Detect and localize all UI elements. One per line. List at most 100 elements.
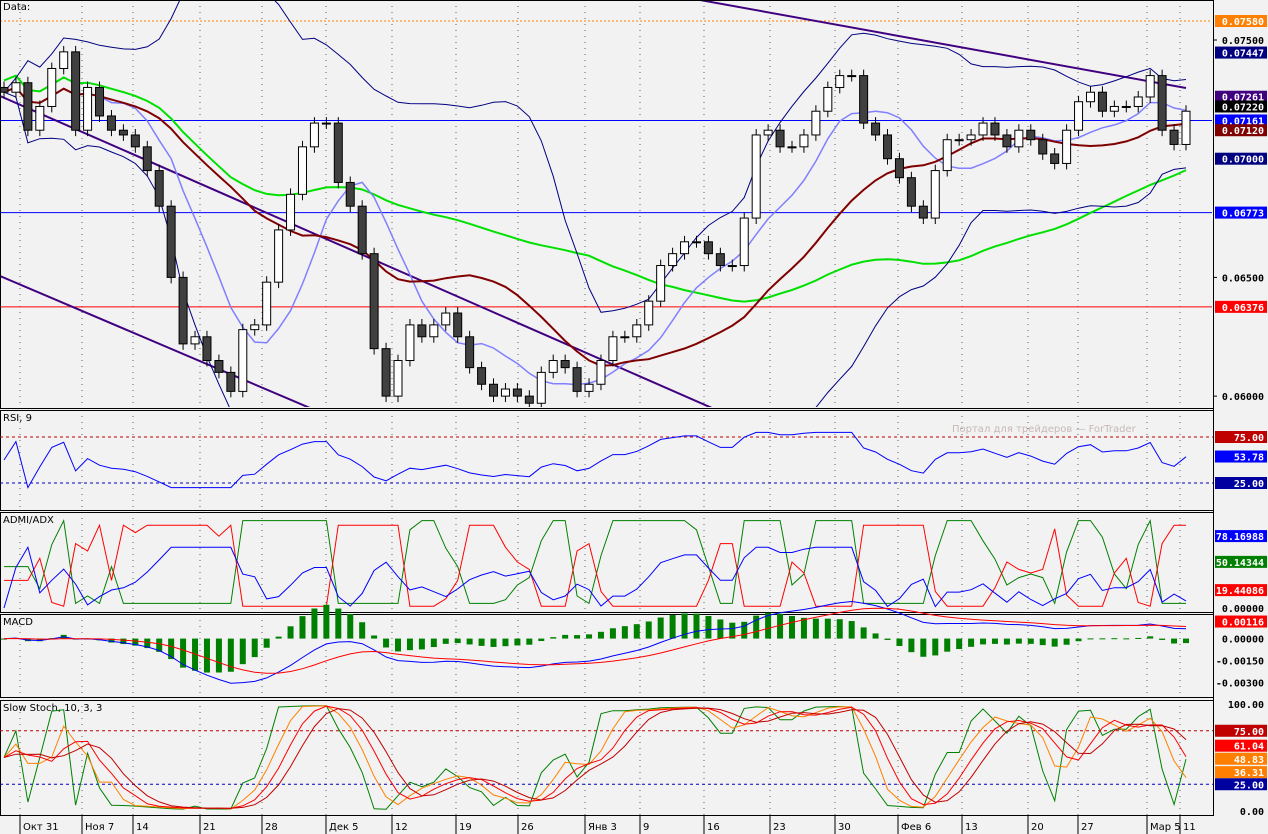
- candle-body: [1133, 96, 1143, 107]
- candle-body: [1074, 101, 1084, 131]
- candle-body: [775, 129, 785, 148]
- candle-body: [1169, 129, 1179, 145]
- stoch-value-badge: [1215, 778, 1267, 791]
- dmi-value-label: 78.16988: [1216, 532, 1264, 543]
- macd-histogram-bar: [789, 615, 795, 639]
- macd-histogram-bar: [180, 638, 187, 668]
- trend-line: [1, 95, 713, 407]
- macd-histogram-bar: [144, 638, 151, 649]
- candle-body: [477, 367, 487, 385]
- sma-20-line: [3, 86, 1187, 367]
- x-tick-label: 27: [1081, 822, 1094, 833]
- rsi-value-label: 25.00: [1234, 479, 1264, 490]
- candle-body: [644, 300, 654, 326]
- macd-histogram-bar: [836, 619, 843, 639]
- macd-value-label: 0.00000: [1222, 635, 1264, 646]
- candle-body: [262, 281, 272, 326]
- price-level-badge: [1215, 124, 1267, 137]
- x-tick-label: 28: [265, 822, 278, 833]
- price-level-label: 0.07220: [1222, 102, 1264, 113]
- macd-histogram-bar: [311, 608, 318, 639]
- macd-histogram-bar: [908, 638, 915, 653]
- x-tick-label: Ноя 7: [85, 822, 114, 833]
- candle-body: [548, 360, 558, 373]
- x-tick-label: 12: [395, 822, 408, 833]
- macd-histogram-bar: [108, 638, 115, 643]
- macd-histogram-bar: [1, 638, 7, 640]
- candle-body: [1002, 134, 1012, 148]
- candle-body: [990, 122, 1000, 136]
- macd-histogram-bar: [1183, 638, 1189, 644]
- macd-histogram-bar: [1147, 636, 1154, 639]
- x-tick-label: 16: [707, 822, 720, 833]
- macd-histogram-bar: [729, 622, 736, 639]
- panel-main: [0, 0, 1214, 409]
- macd-histogram-bar: [944, 638, 951, 652]
- stoch-value-badge: [1215, 739, 1267, 752]
- macd-histogram-bar: [693, 613, 700, 639]
- stoch-title: Slow Stoch, 10, 3, 3: [3, 703, 102, 714]
- price-level-badge: [1215, 300, 1267, 313]
- macd-histogram-bar: [777, 613, 784, 639]
- candle-body: [727, 265, 737, 268]
- candle-body: [978, 122, 988, 136]
- instrument-label: Data:: [3, 2, 30, 13]
- x-tick-label: 13: [965, 822, 978, 833]
- macd-histogram-bar: [335, 608, 342, 639]
- trend-line: [699, 1, 1187, 89]
- candle-body: [512, 388, 522, 397]
- price-level-badge: [1215, 46, 1267, 59]
- macd-histogram-bar: [156, 638, 163, 652]
- signal-line: [3, 607, 1187, 674]
- macd-histogram-bar: [36, 638, 43, 642]
- x-tick-label: 19: [459, 822, 472, 833]
- macd-histogram-bar: [812, 618, 819, 639]
- candle-body: [739, 217, 749, 267]
- stoch-value-label: 100.00: [1228, 700, 1264, 711]
- macd-histogram-bar: [860, 627, 867, 639]
- price-level-badge: [1215, 206, 1267, 219]
- candle-body: [178, 276, 188, 345]
- candle-body: [1145, 75, 1155, 98]
- macd-histogram-bar: [514, 638, 521, 646]
- macd-histogram-bar: [227, 638, 234, 672]
- candle-body: [130, 134, 140, 148]
- x-tick-label: Дек 5: [329, 822, 359, 833]
- price-level-label: 0.06376: [1222, 303, 1264, 314]
- macd-histogram-bar: [968, 638, 975, 647]
- candle-body: [620, 336, 630, 339]
- price-level-badge: [1215, 152, 1267, 165]
- candle-body: [596, 360, 606, 385]
- macd-title: MACD: [3, 617, 33, 628]
- macd-histogram-bar: [657, 617, 664, 639]
- candle-body: [668, 253, 678, 267]
- macd-value-label: 0.00116: [1222, 618, 1264, 629]
- price-level-badge: [1215, 14, 1267, 27]
- macd-histogram-bar: [299, 616, 306, 639]
- candle-body: [190, 336, 200, 345]
- candle-body: [835, 75, 845, 88]
- x-tick-label: 26: [521, 822, 534, 833]
- candle-body: [1181, 110, 1191, 145]
- macd-histogram-bar: [239, 638, 246, 665]
- stoch-value-label: 61.04: [1234, 742, 1264, 753]
- candle-body: [751, 134, 761, 219]
- candle-body: [118, 129, 128, 136]
- x-tick-label: Янв 3: [588, 822, 617, 833]
- candle-body: [309, 122, 319, 148]
- macd-histogram-bar: [132, 638, 139, 646]
- macd-histogram-bar: [872, 633, 879, 639]
- macd-histogram-bar: [765, 612, 772, 639]
- macd-histogram-bar: [609, 628, 616, 639]
- candle-body: [381, 348, 391, 397]
- macd-histogram-bar: [1135, 637, 1142, 639]
- candle-body: [274, 229, 284, 283]
- candle-body: [286, 193, 296, 231]
- macd-histogram-bar: [1111, 638, 1118, 640]
- candle-body: [489, 383, 499, 397]
- rsi-value-label: 75.00: [1234, 433, 1264, 444]
- candle-body: [11, 82, 21, 93]
- macd-histogram-bar: [1159, 638, 1166, 640]
- candle-body: [1157, 75, 1167, 131]
